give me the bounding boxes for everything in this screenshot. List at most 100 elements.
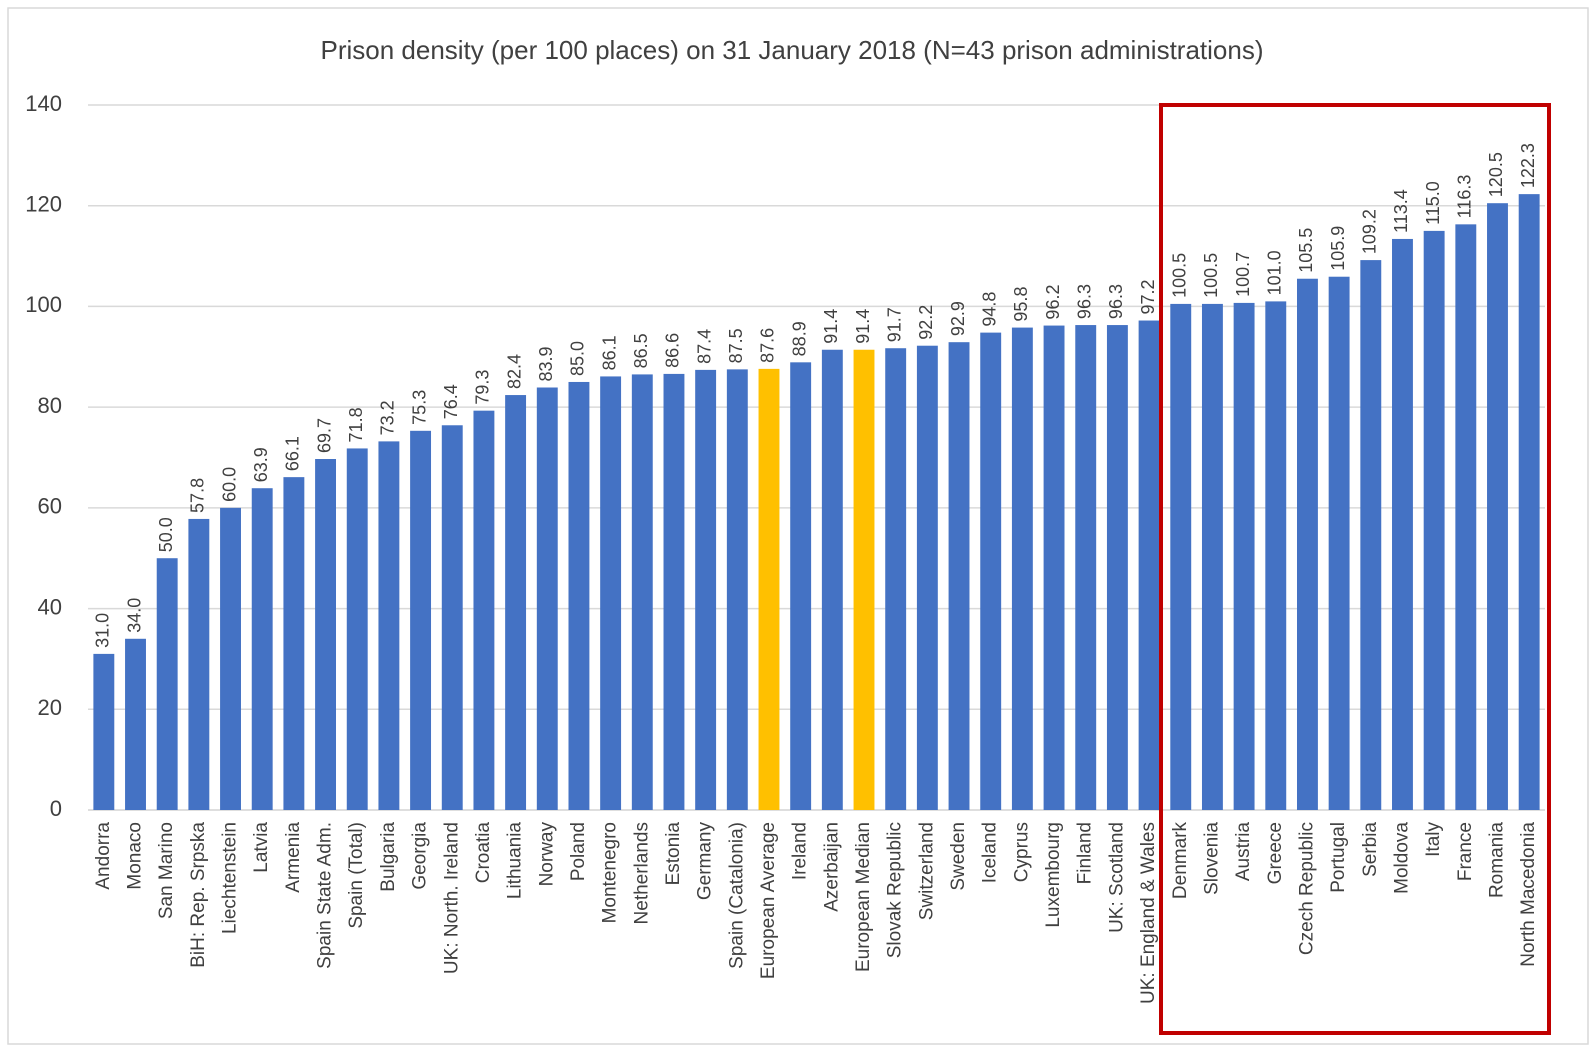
- bar: [473, 410, 495, 810]
- x-tick-label: Slovenia: [1201, 822, 1222, 895]
- x-tick-label: Cyprus: [1011, 822, 1032, 882]
- value-label: 115.0: [1423, 181, 1443, 225]
- x-tick-label: Netherlands: [631, 822, 652, 924]
- x-tick-label: Iceland: [980, 822, 1001, 883]
- x-tick-label: Germany: [695, 822, 716, 901]
- x-tick-label: Estonia: [663, 822, 684, 886]
- value-label: 87.6: [758, 328, 778, 363]
- value-label: 86.6: [663, 333, 683, 368]
- bar: [821, 349, 843, 810]
- value-label: 120.5: [1486, 152, 1506, 197]
- bars: 31.0 Andorra 34.0 Monaco 50.0 San Marino 57.8 B…: [93, 143, 1540, 1004]
- value-label: 87.4: [694, 329, 714, 364]
- y-tick-label: 60: [38, 494, 62, 519]
- value-label: 97.2: [1138, 279, 1158, 314]
- value-label: 71.8: [346, 407, 366, 442]
- bar: [790, 362, 812, 810]
- x-tick-label: Spain (Catalonia): [726, 822, 747, 969]
- x-tick-label: UK: North. Ireland: [441, 822, 462, 974]
- value-label: 73.2: [378, 400, 398, 435]
- x-tick-label: Luxembourg: [1043, 822, 1064, 928]
- bar: [1487, 203, 1508, 811]
- x-tick-label: European Median: [853, 822, 874, 972]
- x-tick-label: Spain State Adm.: [315, 822, 336, 969]
- value-label: 83.9: [536, 346, 556, 381]
- value-label: 96.3: [1106, 284, 1126, 319]
- value-label: 82.4: [504, 354, 524, 389]
- x-tick-label: Serbia: [1360, 822, 1381, 877]
- bar: [853, 349, 875, 810]
- bar: [1170, 303, 1192, 810]
- x-tick-label: Austria: [1233, 822, 1254, 882]
- value-label: 94.8: [979, 292, 999, 327]
- x-tick-label: Czech Republic: [1296, 822, 1317, 955]
- bar: [980, 332, 1002, 810]
- value-label: 92.2: [916, 305, 936, 340]
- x-tick-label: Italy: [1423, 822, 1444, 857]
- y-tick-label: 140: [25, 91, 62, 116]
- value-label: 105.9: [1328, 226, 1348, 271]
- bar: [125, 638, 146, 810]
- bar: [536, 387, 558, 810]
- value-label: 86.1: [599, 335, 619, 370]
- x-tick-label: Portugal: [1328, 822, 1349, 893]
- value-label: 100.5: [1201, 253, 1221, 298]
- value-label: 96.3: [1074, 284, 1094, 319]
- bar: [1423, 230, 1445, 811]
- value-label: 57.8: [188, 478, 208, 513]
- x-tick-label: Norway: [536, 822, 557, 887]
- x-tick-label: Montenegro: [600, 822, 621, 923]
- x-tick-label: Denmark: [1170, 822, 1191, 900]
- x-tick-label: Liechtenstein: [220, 822, 241, 934]
- x-tick-label: Slovak Republic: [885, 822, 906, 958]
- value-label: 79.3: [473, 370, 493, 405]
- value-label: 86.5: [631, 333, 651, 368]
- x-tick-label: Bulgaria: [378, 822, 399, 892]
- bar: [220, 507, 241, 810]
- value-label: 87.5: [726, 328, 746, 363]
- value-label: 69.7: [314, 418, 334, 453]
- value-label: 63.9: [251, 447, 271, 482]
- x-tick-label: Lithuania: [505, 822, 526, 900]
- bar: [1106, 325, 1128, 810]
- x-tick-label: France: [1455, 822, 1476, 881]
- bar: [251, 488, 273, 810]
- bar: [1265, 301, 1287, 810]
- value-label: 95.8: [1011, 287, 1031, 322]
- x-tick-label: Latvia: [251, 822, 272, 873]
- x-tick-label: Moldova: [1391, 822, 1412, 894]
- x-tick-label: Andorra: [93, 822, 114, 890]
- bar: [410, 430, 432, 810]
- bar: [93, 653, 115, 810]
- x-tick-label: UK: England & Wales: [1138, 822, 1159, 1004]
- y-tick-label: 40: [38, 594, 62, 619]
- x-tick-label: Sweden: [948, 822, 969, 891]
- bar: [1360, 260, 1382, 811]
- x-tick-label: North Macedonia: [1518, 822, 1539, 967]
- x-tick-label: UK: Scotland: [1106, 822, 1127, 933]
- y-tick-label: 80: [38, 393, 62, 418]
- value-label: 92.9: [948, 301, 968, 336]
- x-tick-label: Azerbaijan: [821, 822, 842, 912]
- bar: [695, 369, 717, 810]
- highlight-box: [1159, 103, 1551, 1035]
- x-tick-label: Spain (Total): [346, 822, 367, 929]
- bar: [156, 558, 178, 810]
- value-label: 50.0: [156, 517, 176, 552]
- x-tick-label: Finland: [1075, 822, 1096, 884]
- bar: [1296, 278, 1318, 810]
- value-label: 60.0: [219, 467, 239, 502]
- value-label: 34.0: [124, 598, 144, 633]
- value-label: 116.3: [1455, 175, 1475, 219]
- bar: [600, 376, 622, 810]
- value-label: 122.3: [1518, 143, 1538, 188]
- bar: [505, 395, 527, 810]
- x-tick-label: European Average: [758, 822, 779, 979]
- bar: [283, 477, 305, 810]
- bar: [1043, 325, 1065, 810]
- value-label: 100.7: [1233, 252, 1253, 297]
- bar: [885, 348, 907, 810]
- x-tick-label: BiH: Rep. Srpska: [188, 822, 209, 968]
- bar: [1138, 320, 1160, 810]
- bar: [663, 373, 685, 810]
